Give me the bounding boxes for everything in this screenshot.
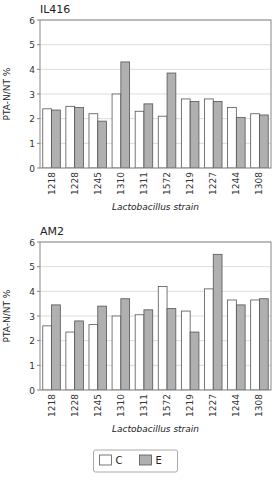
x-tick-label: 1227 [208,394,218,417]
y-tick-label: 1 [29,361,35,371]
grid-line [40,266,271,267]
bar [135,111,144,168]
y-axis-label: PTA-N/NT % [2,289,12,342]
bar [52,110,61,168]
bar [190,332,199,390]
x-tick-label: 1227 [208,172,218,195]
x-tick-label: 1308 [254,172,264,195]
legend-label: E [156,455,162,466]
y-tick-label: 5 [29,40,35,50]
legend: CE [94,450,178,472]
legend-label: C [116,455,123,466]
y-tick-label: 1 [29,139,35,149]
legend-frame [94,450,178,472]
bar [158,286,167,390]
x-tick-label: 1572 [162,172,172,195]
bar [213,101,222,168]
y-tick-label: 3 [29,90,35,100]
bar [89,114,98,168]
legend-swatch [100,455,112,465]
bar [167,309,176,390]
chart-title: IL416 [40,3,70,16]
bar [52,305,61,390]
bar [213,254,222,390]
x-tick-label: 1245 [93,394,103,417]
bar [204,99,213,168]
legend-swatch [140,455,152,465]
chart-title: AM2 [40,225,64,238]
x-tick-label: 1244 [231,394,241,417]
bar [181,99,190,168]
bar [144,310,153,390]
y-tick-label: 5 [29,262,35,272]
bar [259,115,268,168]
grid-line [40,44,271,45]
x-tick-label: 1228 [70,394,80,417]
bar [144,104,153,168]
plot-frame [40,242,271,390]
chart-panel: IL416 0 1 2 3 4 5 6 PTA-N/NT % 1218 1228 1245 1310 13… [2,3,271,212]
x-tick-label: 1244 [231,172,241,195]
grid-line [40,291,271,292]
x-axis-label: Lactobacillus strain [112,202,199,212]
bar [167,73,176,168]
y-axis-label: PTA-N/NT % [2,67,12,120]
bar [228,300,237,390]
y-tick-label: 4 [29,65,35,75]
x-tick-label: 1219 [185,172,195,195]
bar [158,116,167,168]
x-tick-label: 1228 [70,172,80,195]
bar [259,299,268,390]
y-tick-label: 4 [29,287,35,297]
x-tick-label: 1245 [93,172,103,195]
bar [66,106,75,168]
y-tick-label: 0 [29,164,35,174]
bars [43,62,268,168]
y-tick-label: 6 [29,16,35,26]
y-tick-label: 3 [29,312,35,322]
bar [228,108,237,168]
grid-line [40,94,271,95]
bar [75,321,84,390]
bar [204,289,213,390]
y-tick-label: 0 [29,386,35,396]
x-tick-label: 1308 [254,394,264,417]
bar [98,121,107,168]
bar [236,117,245,168]
y-tick-label: 2 [29,114,35,124]
x-tick-label: 1572 [162,394,172,417]
x-axis-label: Lactobacillus strain [112,424,199,434]
bar [112,94,121,168]
bar [66,332,75,390]
bar [135,315,144,390]
bar [98,306,107,390]
x-tick-label: 1219 [185,394,195,417]
x-tick-label: 1218 [47,172,57,195]
x-tick-label: 1310 [116,394,126,417]
bar [121,299,130,390]
bars [43,254,268,390]
bar [181,311,190,390]
y-tick-label: 2 [29,336,35,346]
bar [75,108,84,168]
y-tick-label: 6 [29,238,35,248]
grid-line [40,69,271,70]
bar [43,326,52,390]
bar [43,109,52,168]
bar [89,325,98,390]
bar [236,305,245,390]
plot-frame [40,20,271,168]
bar [251,114,260,168]
bar [112,316,121,390]
x-tick-label: 1310 [116,172,126,195]
x-tick-label: 1218 [47,394,57,417]
bar [251,300,260,390]
chart-panel: AM2 0 1 2 3 4 5 6 PTA-N/NT % 1218 1228 1245 1310 1311… [2,225,271,434]
x-tick-label: 1311 [139,172,149,195]
x-tick-label: 1311 [139,394,149,417]
bar [190,101,199,168]
chart-root: IL4160123456PTA-N/NT %121812281245131013… [0,0,279,493]
bar [121,62,130,168]
